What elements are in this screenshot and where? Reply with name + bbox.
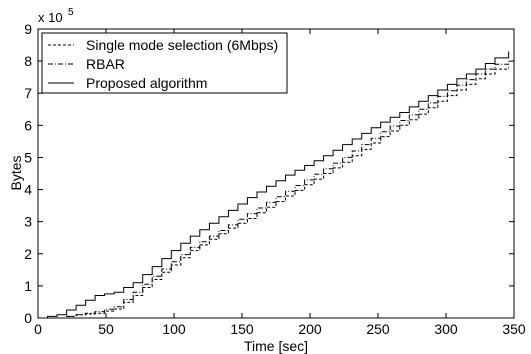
x-tick-label: 150 bbox=[230, 321, 254, 337]
series-line-1 bbox=[38, 61, 510, 319]
x-ticks: 0 50 100 150 200 250 300 350 bbox=[34, 29, 526, 337]
legend: Single mode selection (6Mbps) RBAR Propo… bbox=[41, 32, 288, 94]
x-tick-label: 300 bbox=[434, 321, 458, 337]
y-tick-label: 0 bbox=[24, 310, 32, 326]
x-tick-label: 350 bbox=[502, 321, 526, 337]
x-tick-label: 200 bbox=[298, 321, 322, 337]
y-ticks: 0 1 2 3 4 5 6 7 8 9 bbox=[24, 21, 514, 326]
x-axis-label: Time [sec] bbox=[244, 338, 308, 354]
series-line-2 bbox=[38, 51, 510, 319]
y-scale-label: x 10 bbox=[38, 10, 63, 25]
y-tick-label: 3 bbox=[24, 214, 32, 230]
y-tick-label: 4 bbox=[24, 182, 32, 198]
y-tick-label: 5 bbox=[24, 149, 32, 165]
y-tick-label: 7 bbox=[24, 85, 32, 101]
y-tick-label: 2 bbox=[24, 246, 32, 262]
x-tick-label: 0 bbox=[34, 321, 42, 337]
y-tick-label: 1 bbox=[24, 278, 32, 294]
x-tick-label: 250 bbox=[366, 321, 390, 337]
x-tick-label: 50 bbox=[98, 321, 114, 337]
y-axis-label: Bytes bbox=[8, 155, 24, 190]
y-tick-label: 6 bbox=[24, 117, 32, 133]
legend-box bbox=[41, 32, 288, 94]
legend-label-proposed: Proposed algorithm bbox=[86, 75, 207, 91]
y-scale-exponent: 5 bbox=[68, 7, 74, 18]
y-tick-label: 8 bbox=[24, 53, 32, 69]
series-layer bbox=[38, 51, 510, 319]
x-tick-label: 100 bbox=[162, 321, 186, 337]
legend-label-single-mode: Single mode selection (6Mbps) bbox=[86, 37, 278, 53]
y-tick-label: 9 bbox=[24, 21, 32, 37]
legend-label-rbar: RBAR bbox=[86, 56, 125, 72]
